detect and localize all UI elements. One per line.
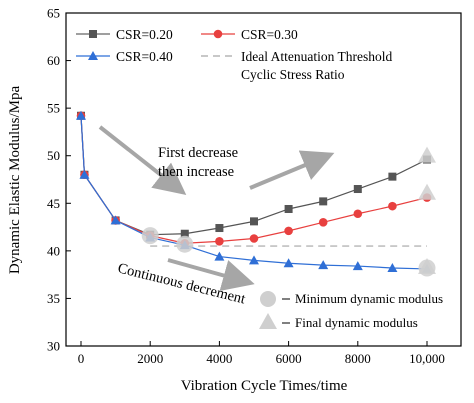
data-point-square <box>250 217 258 226</box>
data-point-circle <box>388 201 397 211</box>
final-modulus-legend-marker <box>259 313 277 329</box>
legend-marker-triangle <box>88 51 98 60</box>
data-point-square <box>353 185 362 194</box>
minimum-modulus-legend-label: Minimum dynamic modulus <box>295 291 443 306</box>
y-tick-label: 55 <box>47 101 60 116</box>
x-axis-title: Vibration Cycle Times/time <box>181 378 348 394</box>
arrow-continuous <box>167 258 255 291</box>
highlight-legend: Minimum dynamic modulus Final dynamic mo… <box>259 291 443 330</box>
data-point-circle <box>353 209 363 219</box>
data-point-triangle <box>214 251 225 261</box>
final-modulus-marker <box>418 183 436 200</box>
data-point-square <box>284 204 293 213</box>
minimum-modulus-marker <box>176 235 194 253</box>
legend-item-threshold: Ideal Attenuation Threshold Cyclic Stres… <box>201 49 392 82</box>
arrow-first-right <box>249 150 335 190</box>
plot-frame <box>65 12 462 347</box>
legend-label-threshold: Ideal Attenuation Threshold <box>241 49 392 64</box>
x-ticks: 0 2000 4000 6000 8000 10,000 <box>78 341 445 366</box>
y-tick-label: 50 <box>47 148 60 163</box>
minimum-modulus-marker <box>141 227 159 245</box>
data-point-triangle <box>387 262 398 272</box>
minimum-modulus-legend-marker <box>260 291 276 307</box>
annotation-continuous: Continuous decrement <box>116 260 247 307</box>
final-modulus-marker <box>418 257 436 274</box>
final-modulus-legend-label: Final dynamic modulus <box>295 315 418 330</box>
legend-item-csr040: CSR=0.40 <box>76 49 173 64</box>
legend-label-threshold-line2: Cyclic Stress Ratio <box>241 67 345 82</box>
y-tick-label: 45 <box>47 196 60 211</box>
data-point-triangle <box>318 260 329 270</box>
final-modulus-marker <box>418 146 436 163</box>
data-point-triangle <box>352 261 363 271</box>
x-tick-label: 0 <box>78 351 85 366</box>
y-tick-label: 35 <box>47 291 60 306</box>
data-point-triangle <box>283 258 294 268</box>
legend-label-csr030: CSR=0.30 <box>241 27 298 42</box>
x-tick-label: 10,000 <box>409 351 445 366</box>
series-line-2 <box>80 115 428 270</box>
x-tick-label: 6000 <box>276 351 302 366</box>
legend-marker-square <box>89 30 97 38</box>
data-point-square <box>180 229 189 238</box>
legend-item-csr020: CSR=0.20 <box>76 27 173 42</box>
data-point-triangle <box>79 169 90 179</box>
y-tick-label: 30 <box>47 339 60 354</box>
y-tick-label: 65 <box>47 6 60 21</box>
x-tick-label: 4000 <box>206 351 232 366</box>
data-point-triangle <box>110 215 121 225</box>
y-ticks: 30 35 40 45 50 55 60 65 <box>47 6 71 354</box>
series-line-0 <box>80 115 428 236</box>
arrow-first-left <box>98 125 187 195</box>
legend-item-csr030: CSR=0.30 <box>201 27 298 42</box>
data-point-triangle <box>249 255 259 265</box>
y-tick-label: 40 <box>47 243 60 258</box>
data-point-square <box>215 224 224 233</box>
legend-marker-circle <box>213 29 223 39</box>
data-point-square <box>319 197 328 206</box>
series-layer <box>76 110 432 273</box>
y-tick-label: 60 <box>47 53 60 68</box>
data-point-circle <box>249 234 259 243</box>
annotation-first-line2: then increase <box>158 164 234 180</box>
highlight-layer <box>141 146 436 277</box>
x-tick-label: 2000 <box>137 351 163 366</box>
y-axis-title: Dynamic Elastic Modulus/Mpa <box>7 86 23 275</box>
data-point-square <box>388 172 397 181</box>
x-tick-label: 8000 <box>345 351 371 366</box>
legend-label-csr020: CSR=0.20 <box>116 27 173 42</box>
data-point-circle <box>215 237 224 246</box>
data-point-triangle <box>76 110 86 120</box>
legend: CSR=0.20 CSR=0.30 CSR=0.40 Ideal Attenua… <box>76 27 392 82</box>
annotation-first-line1: First decrease <box>158 145 238 161</box>
legend-label-csr040: CSR=0.40 <box>116 49 173 64</box>
data-point-circle <box>318 218 328 227</box>
data-point-circle <box>284 226 293 236</box>
